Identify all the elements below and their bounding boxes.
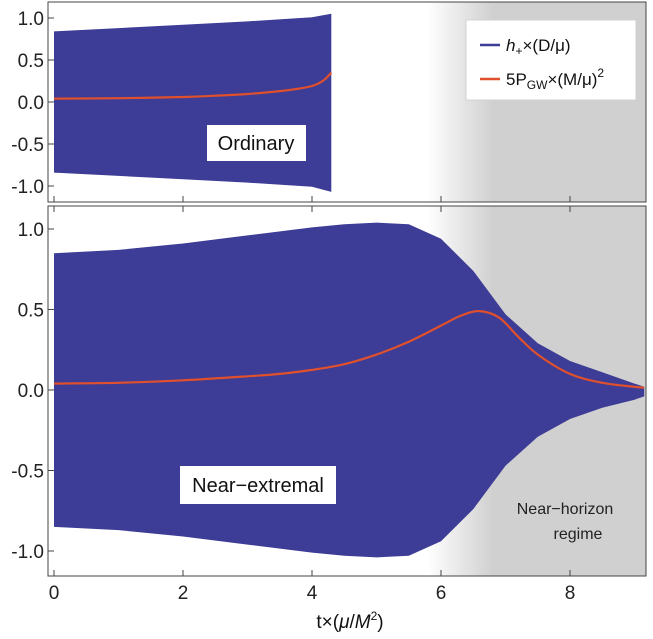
top-ytick-label: 0.5 <box>18 51 44 72</box>
top-panel: 1.0 0.5 0.0 -0.5 -1.0 Ordinary h+×(D/μ) 5PGW… <box>11 1 647 203</box>
x-axis-title: t×(μ/M2) <box>316 609 383 633</box>
top-ytick-label: -1.0 <box>11 177 44 198</box>
near-extremal-label: Near−extremal <box>192 475 324 497</box>
xtick-label: 6 <box>436 583 447 604</box>
bottom-power-line <box>53 309 645 389</box>
top-panel-annotation: Ordinary <box>207 125 306 161</box>
near-horizon-label-line1: Near−horizon <box>517 501 614 518</box>
bottom-ytick-label: 0.5 <box>18 301 44 322</box>
bottom-ytick-label: 0.0 <box>18 381 44 402</box>
legend-entry-p: 5PGW×(M/μ)2 <box>506 66 604 92</box>
ordinary-label: Ordinary <box>218 133 295 155</box>
top-power-line <box>53 71 333 100</box>
bottom-panel: 1.0 0.5 0.0 -0.5 -1.0 0 2 4 6 8 Near−extremal Ne… <box>11 196 647 633</box>
xtick-label: 8 <box>565 583 576 604</box>
top-envelope-band <box>54 13 332 192</box>
bottom-ytick-label: -1.0 <box>11 542 44 563</box>
xtick-label: 2 <box>178 583 189 604</box>
top-y-axis: 1.0 0.5 0.0 -0.5 -1.0 <box>11 9 54 198</box>
legend: h+×(D/μ) 5PGW×(M/μ)2 <box>465 19 637 101</box>
bottom-panel-annotation: Near−extremal <box>180 466 336 504</box>
bottom-ytick-label: 1.0 <box>18 220 44 241</box>
bottom-frame <box>47 205 647 577</box>
top-ytick-label: 1.0 <box>18 9 44 30</box>
bottom-x-axis: 0 2 4 6 8 <box>49 196 576 604</box>
xtick-label: 0 <box>49 583 60 604</box>
top-ytick-label: 0.0 <box>18 93 44 114</box>
legend-entry-h: h+×(D/μ) <box>506 36 571 58</box>
near-horizon-label-line2: regime <box>554 526 603 543</box>
top-ytick-label: -0.5 <box>11 135 44 156</box>
bottom-y-axis: 1.0 0.5 0.0 -0.5 -1.0 <box>11 220 54 563</box>
xtick-label: 4 <box>307 583 318 604</box>
bottom-ytick-label: -0.5 <box>11 462 44 483</box>
